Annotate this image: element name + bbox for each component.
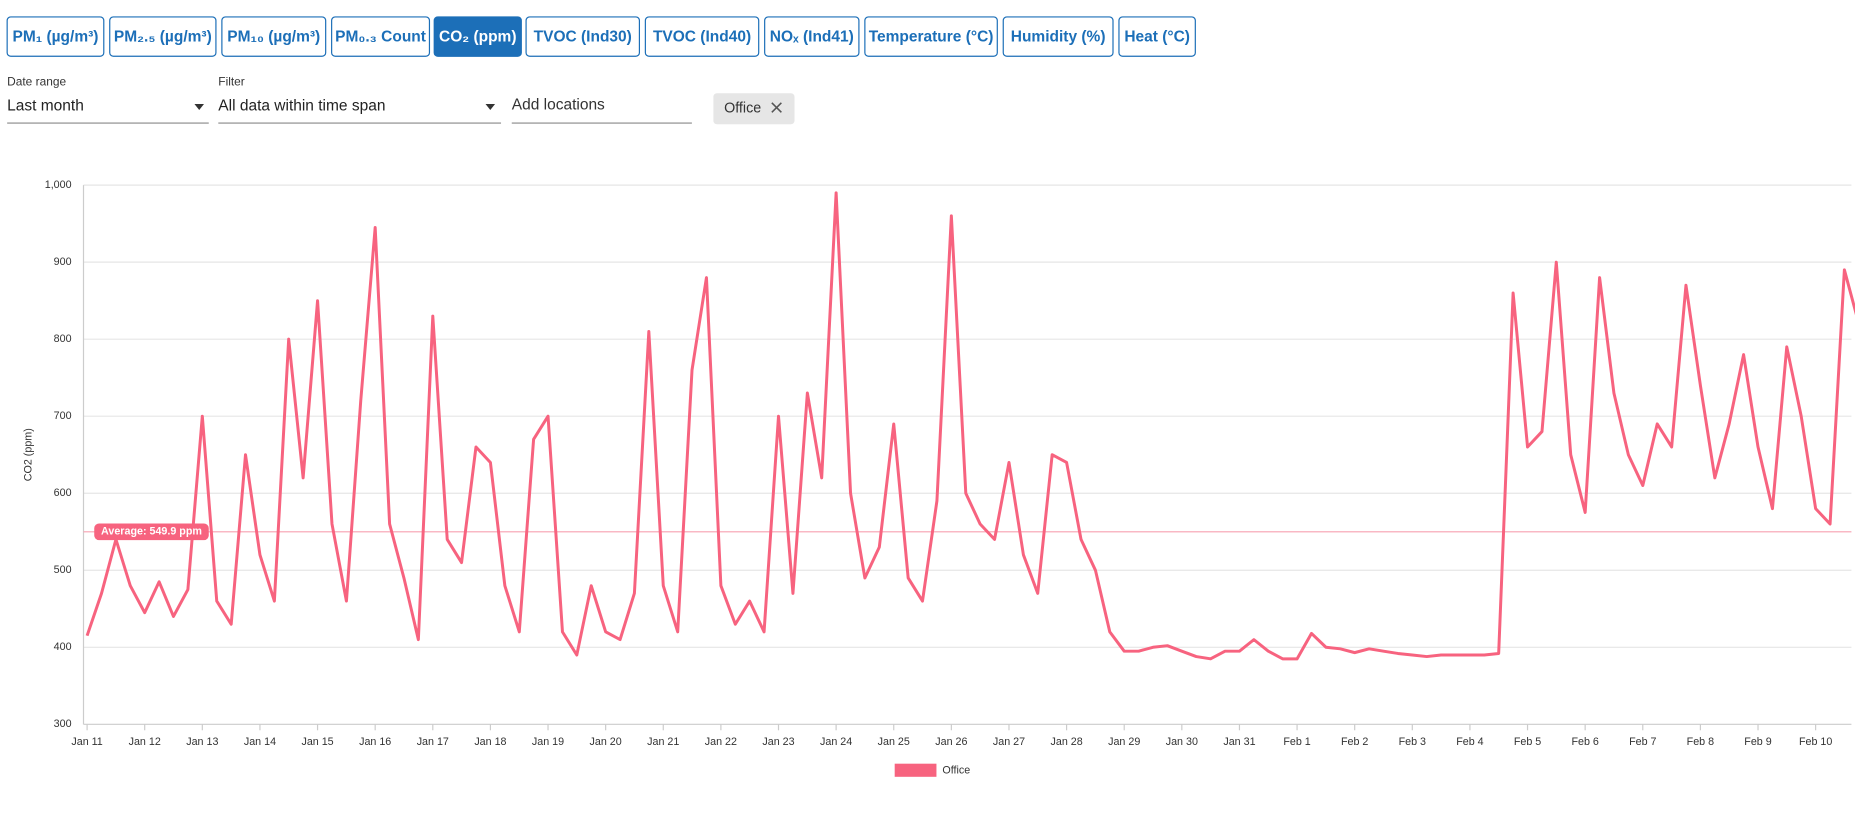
tab[interactable] [644,16,760,57]
x-tick-label: Feb 2 [1341,736,1368,748]
x-tick-label: Feb 9 [1744,736,1771,748]
tab-label[interactable]: PM₀.₃ Count [335,28,426,45]
x-tick-label: Jan 26 [935,736,967,748]
y-tick-label: 500 [54,564,72,576]
x-tick-label: Jan 24 [820,736,852,748]
x-tick-label: Feb 1 [1283,736,1310,748]
tab-label[interactable]: TVOC (Ind40) [653,28,751,45]
legend-label: Office [942,765,970,777]
x-tick-label: Feb 5 [1514,736,1541,748]
filter-label: Filter [218,75,244,89]
tab-label[interactable]: PM₁ (µg/m³) [12,28,98,45]
x-tick-label: Jan 16 [359,736,391,748]
tab[interactable] [1002,16,1114,57]
tab[interactable] [331,16,431,57]
tab-label[interactable]: Humidity (%) [1011,28,1106,45]
y-tick-label: 1,000 [45,179,72,191]
filter-value[interactable]: All data within time span [218,97,385,114]
x-tick-label: Jan 17 [417,736,449,748]
tab[interactable] [433,16,522,57]
tab[interactable] [864,16,998,57]
x-tick-label: Jan 11 [71,736,102,748]
x-tick-label: Jan 12 [129,736,161,748]
tab[interactable] [525,16,641,57]
x-tick-label: Jan 30 [1166,736,1198,748]
dropdown-arrow [194,103,204,110]
x-tick-label: Feb 10 [1799,736,1832,748]
tab-label[interactable]: NOₓ (Ind41) [770,28,854,45]
chip-remove[interactable] [771,102,782,113]
x-tick-label: Jan 14 [244,736,276,748]
tab-label[interactable]: Heat (°C) [1124,28,1190,45]
tab[interactable] [764,16,860,57]
locations-input[interactable]: Add locations [512,96,605,113]
x-tick-label: Jan 19 [532,736,564,748]
date-range-value[interactable]: Last month [7,97,84,114]
x-tick-label: Jan 18 [474,736,506,748]
y-tick-label: 800 [54,333,72,345]
x-tick-label: Jan 29 [1108,736,1140,748]
date-range-label: Date range [7,75,66,89]
tab[interactable] [6,16,105,57]
tab[interactable] [1118,16,1196,57]
tab-label[interactable]: CO₂ (ppm) [439,28,517,45]
y-tick-label: 300 [54,718,72,730]
x-tick-label: Jan 27 [993,736,1025,748]
y-tick-label: 400 [54,641,72,653]
tab-label[interactable]: PM₁₀ (µg/m³) [227,28,320,45]
x-tick-label: Jan 21 [647,736,679,748]
x-tick-label: Jan 15 [301,736,333,748]
legend-swatch [894,763,937,777]
x-tick-label: Jan 13 [186,736,218,748]
y-tick-label: 600 [54,487,72,499]
location-chip [713,93,795,125]
y-axis-label: CO2 (ppm) [22,428,34,481]
x-tick-label: Feb 6 [1571,736,1598,748]
x-tick-label: Feb 3 [1399,736,1426,748]
tab-label[interactable]: Temperature (°C) [869,28,994,45]
x-tick-label: Feb 8 [1687,736,1714,748]
tab-label[interactable]: TVOC (Ind30) [534,28,632,45]
x-tick-label: Jan 23 [762,736,794,748]
y-tick-label: 700 [54,410,72,422]
x-tick-label: Feb 7 [1629,736,1656,748]
tab[interactable] [221,16,327,57]
average-label: Average: 549.9 ppm [101,526,202,538]
data-line [85,191,1855,661]
x-tick-label: Jan 22 [705,736,737,748]
x-tick-label: Jan 31 [1223,736,1255,748]
y-tick-label: 900 [54,256,72,268]
x-tick-label: Jan 25 [878,736,910,748]
dropdown-arrow [485,103,496,110]
x-tick-label: Jan 28 [1051,736,1083,748]
chip-label: Office [724,101,761,117]
tab-label[interactable]: PM₂.₅ (µg/m³) [114,28,212,45]
average-badge [94,523,209,541]
x-tick-label: Feb 4 [1456,736,1483,748]
tab[interactable] [109,16,217,57]
x-tick-label: Jan 20 [590,736,622,748]
